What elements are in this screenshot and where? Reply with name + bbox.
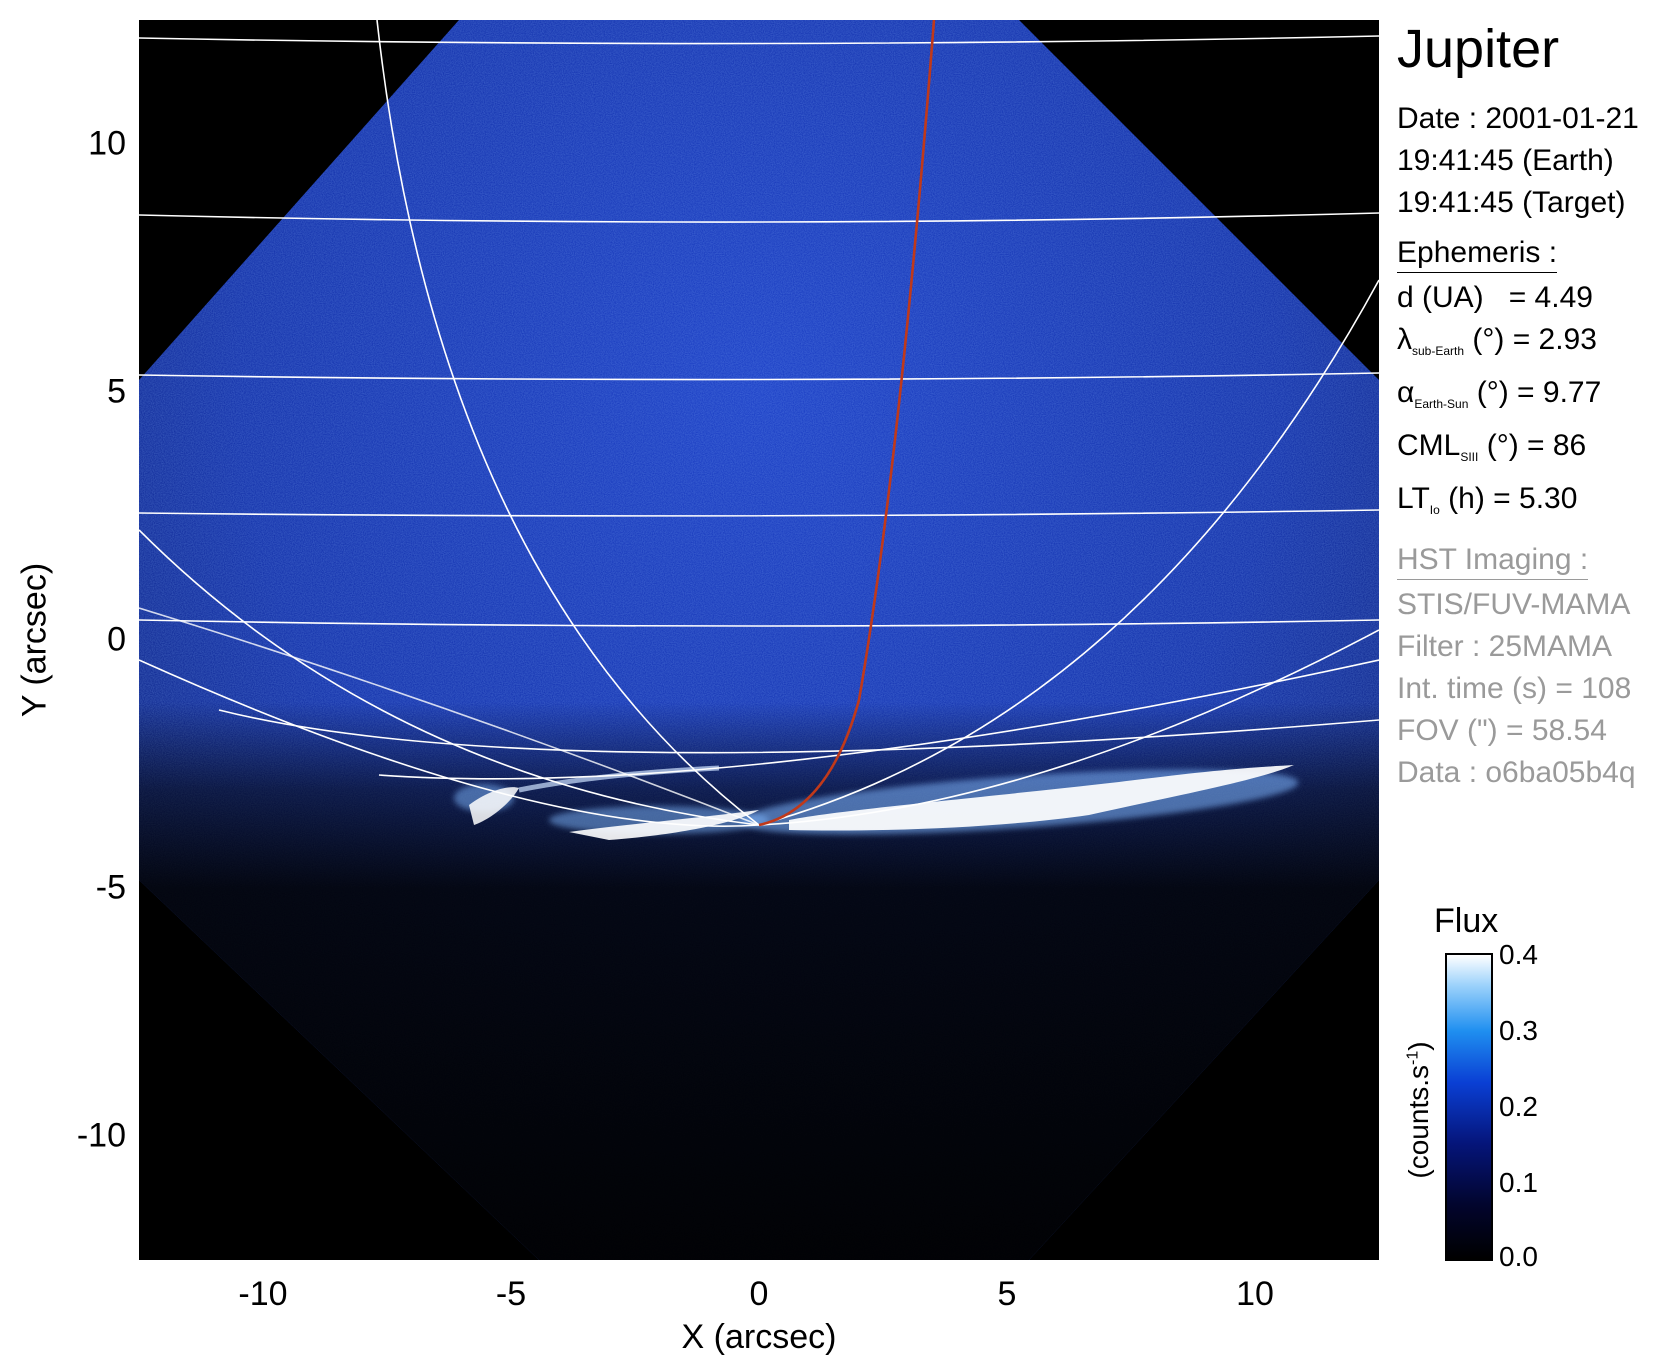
image-canvas bbox=[139, 20, 1379, 1260]
filter-line: Filter : 25MAMA bbox=[1397, 630, 1613, 663]
x-tick-label: -10 bbox=[238, 1275, 288, 1313]
integration-time-line: Int. time (s) = 108 bbox=[1397, 672, 1632, 705]
target-name: Jupiter bbox=[1397, 19, 1560, 79]
x-tick-label: 0 bbox=[749, 1275, 769, 1313]
y-tick-label: -5 bbox=[95, 868, 126, 907]
io-footprint-line bbox=[758, 20, 936, 827]
distance-line: d (UA) = 4.49 bbox=[1397, 277, 1667, 319]
instrument-line: STIS/FUV-MAMA bbox=[1397, 588, 1631, 621]
time-target: 19:41:45 (Target) bbox=[1397, 186, 1626, 219]
distance-label: d (UA) bbox=[1397, 281, 1484, 314]
auroral-oval bbox=[454, 765, 1299, 840]
alpha-value: (°) = 9.77 bbox=[1476, 376, 1602, 409]
ephemeris-heading: Ephemeris : bbox=[1397, 234, 1558, 273]
colorbar-title: Flux bbox=[1434, 902, 1499, 940]
y-tick-label: -10 bbox=[76, 1116, 126, 1155]
phase-angle-line: αEarth-Sun (°) = 9.77 bbox=[1397, 372, 1667, 425]
distance-value: = 4.49 bbox=[1508, 281, 1593, 314]
x-tick-label: 10 bbox=[1236, 1275, 1274, 1313]
imaging-heading: HST Imaging : bbox=[1397, 541, 1589, 580]
colorbar-tick: 0.0 bbox=[1499, 1241, 1538, 1272]
info-panel: Jupiter Date : 2001-01-21 19:41:45 (Eart… bbox=[1397, 20, 1667, 794]
lat-lon-grid bbox=[139, 20, 1379, 827]
x-tick-label: -5 bbox=[495, 1275, 527, 1313]
cml-value: (°) = 86 bbox=[1486, 429, 1587, 462]
data-id-line: Data : o6ba05b4q bbox=[1397, 756, 1636, 789]
unit-exponent: -1 bbox=[1404, 1050, 1422, 1065]
colorbar-unit: (counts.s-1) bbox=[1403, 1041, 1435, 1178]
io-local-time-line: LTIo (h) = 5.30 bbox=[1397, 478, 1667, 531]
detector-footprint bbox=[139, 20, 1379, 1260]
y-tick-label: 0 bbox=[107, 620, 126, 659]
x-axis-label: X (arcsec) bbox=[681, 1318, 837, 1356]
lt-subscript: Io bbox=[1429, 503, 1440, 517]
cml-symbol: CML bbox=[1397, 429, 1461, 462]
colorbar-tick: 0.2 bbox=[1499, 1091, 1538, 1122]
y-axis-label: Y (arcsec) bbox=[15, 562, 54, 718]
alpha-symbol: α bbox=[1397, 376, 1415, 409]
cml-line: CMLSIII (°) = 86 bbox=[1397, 425, 1667, 478]
sub-earth-latitude-line: λsub-Earth (°) = 2.93 bbox=[1397, 319, 1667, 372]
unit-close: ) bbox=[1403, 1041, 1434, 1051]
lambda-subscript: sub-Earth bbox=[1412, 344, 1465, 358]
time-earth: 19:41:45 (Earth) bbox=[1397, 144, 1614, 177]
y-tick-label: 5 bbox=[107, 372, 126, 411]
unit-text: (counts.s bbox=[1403, 1064, 1434, 1179]
auroral-image bbox=[139, 20, 1379, 1260]
colorbar-tick: 0.4 bbox=[1499, 939, 1538, 970]
lt-value: (h) = 5.30 bbox=[1448, 482, 1578, 515]
date-line: Date : 2001-01-21 bbox=[1397, 102, 1639, 135]
lambda-symbol: λ bbox=[1397, 323, 1412, 356]
flux-colorbar bbox=[1445, 953, 1493, 1261]
lambda-value: (°) = 2.93 bbox=[1472, 323, 1597, 356]
y-tick-label: 10 bbox=[88, 124, 126, 163]
alpha-subscript: Earth-Sun bbox=[1414, 397, 1469, 411]
cml-subscript: SIII bbox=[1460, 450, 1479, 464]
fov-line: FOV (") = 58.54 bbox=[1397, 714, 1607, 747]
lt-symbol: LT bbox=[1397, 482, 1430, 515]
colorbar-tick: 0.1 bbox=[1499, 1167, 1538, 1198]
colorbar-tick: 0.3 bbox=[1499, 1015, 1538, 1046]
x-tick-label: 5 bbox=[997, 1275, 1017, 1313]
